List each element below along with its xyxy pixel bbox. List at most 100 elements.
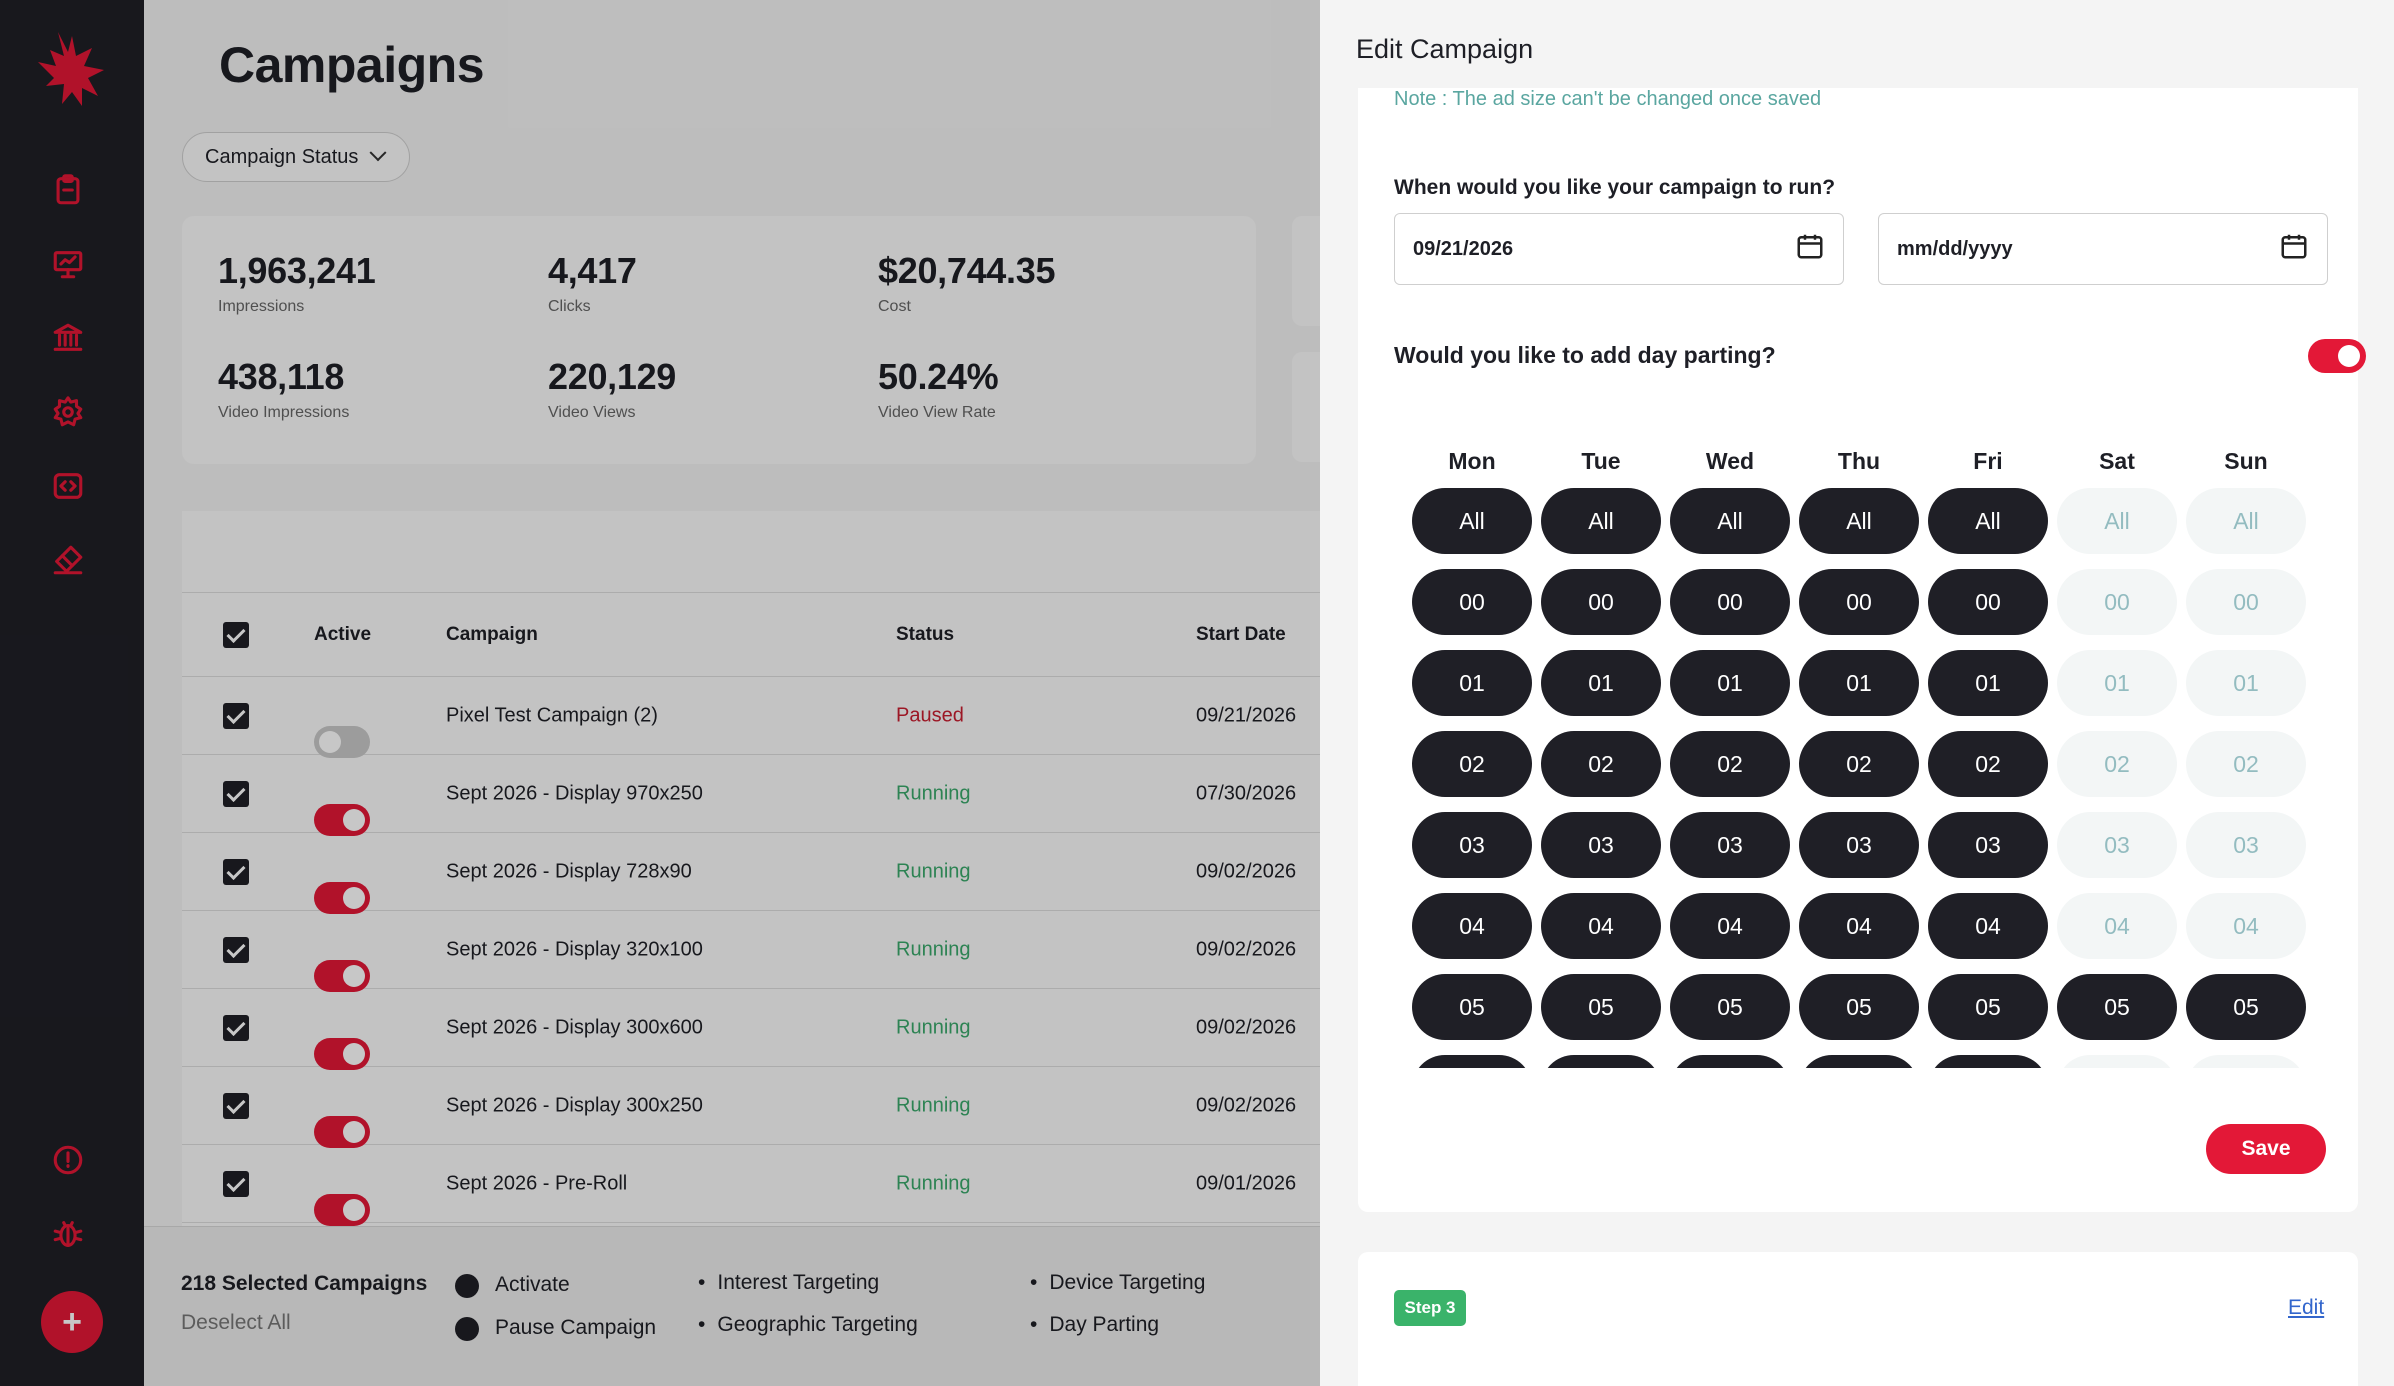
table-row[interactable]: Sept 2026 - Display 300x600 Running 09/02/… [182, 989, 1322, 1070]
hour-pill[interactable]: 05 [1412, 974, 1532, 1040]
header-start-date[interactable]: Start Date [1196, 623, 1286, 645]
active-toggle[interactable] [314, 725, 370, 758]
code-icon[interactable] [48, 466, 88, 506]
all-hours-pill[interactable]: All [1670, 488, 1790, 554]
campaign-name[interactable]: Sept 2026 - Display 320x100 [446, 938, 703, 960]
hour-pill[interactable]: 02 [1799, 731, 1919, 797]
hour-pill[interactable]: 03 [1541, 812, 1661, 878]
hour-pill[interactable]: 00 [1541, 569, 1661, 635]
pause-campaign-action[interactable]: Pause Campaign [495, 1316, 657, 1339]
hour-pill[interactable]: 06 [1670, 1055, 1790, 1068]
hour-pill[interactable]: 04 [2057, 893, 2177, 959]
hour-pill[interactable]: 02 [1541, 731, 1661, 797]
calendar-icon[interactable] [2279, 231, 2309, 267]
device-targeting-action[interactable]: Device Targeting [1030, 1271, 1205, 1295]
hour-pill[interactable]: 05 [2057, 974, 2177, 1040]
hour-pill[interactable]: 04 [1541, 893, 1661, 959]
hour-pill[interactable]: 01 [1670, 650, 1790, 716]
campaign-name[interactable]: Sept 2026 - Display 300x600 [446, 1016, 703, 1038]
hour-pill[interactable]: 06 [1928, 1055, 2048, 1068]
hour-pill[interactable]: 02 [1670, 731, 1790, 797]
bank-icon[interactable] [48, 318, 88, 358]
row-checkbox[interactable] [223, 1092, 249, 1119]
all-hours-pill[interactable]: All [1799, 488, 1919, 554]
hour-pill[interactable]: 02 [1928, 731, 2048, 797]
row-checkbox[interactable] [223, 780, 249, 807]
hour-pill[interactable]: 02 [1412, 731, 1532, 797]
active-toggle[interactable] [314, 803, 370, 836]
day-parting-action[interactable]: Day Parting [1030, 1313, 1159, 1337]
table-row[interactable]: Sept 2026 - Display 320x100 Running 09/02/… [182, 911, 1322, 992]
active-toggle[interactable] [314, 959, 370, 992]
hour-pill[interactable]: 02 [2186, 731, 2306, 797]
hour-pill[interactable]: 05 [1799, 974, 1919, 1040]
daypart-toggle[interactable] [2308, 339, 2366, 373]
all-hours-pill[interactable]: All [2057, 488, 2177, 554]
bug-icon[interactable] [48, 1214, 88, 1254]
hour-pill[interactable]: 05 [1670, 974, 1790, 1040]
hour-pill[interactable]: 01 [2057, 650, 2177, 716]
campaign-name[interactable]: Sept 2026 - Pre-Roll [446, 1172, 628, 1194]
row-checkbox[interactable] [223, 936, 249, 963]
hour-pill[interactable]: 03 [2186, 812, 2306, 878]
hour-pill[interactable]: 06 [1541, 1055, 1661, 1068]
header-active[interactable]: Active [314, 623, 372, 645]
active-toggle[interactable] [314, 881, 370, 914]
hour-pill[interactable]: 00 [1670, 569, 1790, 635]
active-toggle[interactable] [314, 1193, 370, 1226]
hour-pill[interactable]: 05 [1541, 974, 1661, 1040]
hour-pill[interactable]: 04 [1412, 893, 1532, 959]
hour-pill[interactable]: 01 [1541, 650, 1661, 716]
hour-pill[interactable]: 03 [1670, 812, 1790, 878]
hour-pill[interactable]: 01 [1412, 650, 1532, 716]
hour-pill[interactable]: 06 [1799, 1055, 1919, 1068]
save-button[interactable]: Save [2206, 1124, 2326, 1174]
table-row[interactable]: Sept 2026 - Display 970x250 Running 07/30/… [182, 755, 1322, 836]
row-checkbox[interactable] [223, 1170, 249, 1197]
interest-targeting-action[interactable]: Interest Targeting [698, 1271, 879, 1295]
clipboard-icon[interactable] [48, 170, 88, 210]
hour-pill[interactable]: 04 [1670, 893, 1790, 959]
hour-pill[interactable]: 06 [2186, 1055, 2306, 1068]
hour-pill[interactable]: 03 [1928, 812, 2048, 878]
hour-pill[interactable]: 00 [2057, 569, 2177, 635]
edit-step-link[interactable]: Edit [2288, 1296, 2325, 1319]
hour-pill[interactable]: 00 [2186, 569, 2306, 635]
table-row[interactable]: Sept 2026 - Display 728x90 Running 09/02/2… [182, 833, 1322, 914]
hour-pill[interactable]: 04 [1928, 893, 2048, 959]
eraser-icon[interactable] [48, 540, 88, 580]
hour-pill[interactable]: 05 [2186, 974, 2306, 1040]
campaign-name[interactable]: Sept 2026 - Display 300x250 [446, 1094, 703, 1116]
hour-pill[interactable]: 04 [2186, 893, 2306, 959]
all-hours-pill[interactable]: All [1412, 488, 1532, 554]
all-hours-pill[interactable]: All [1541, 488, 1661, 554]
hour-pill[interactable]: 02 [2057, 731, 2177, 797]
row-checkbox[interactable] [223, 702, 249, 729]
hour-pill[interactable]: 03 [2057, 812, 2177, 878]
start-date-input[interactable]: 09/21/2026 [1394, 213, 1844, 285]
table-row[interactable]: Sept 2026 - Display 300x250 Running 09/02/… [182, 1067, 1322, 1148]
row-checkbox[interactable] [223, 858, 249, 885]
active-toggle[interactable] [314, 1037, 370, 1070]
row-checkbox[interactable] [223, 1014, 249, 1041]
activate-action[interactable]: Activate [495, 1273, 570, 1296]
campaign-name[interactable]: Pixel Test Campaign (2) [446, 704, 658, 726]
hour-pill[interactable]: 03 [1412, 812, 1532, 878]
geographic-targeting-action[interactable]: Geographic Targeting [698, 1313, 917, 1337]
campaign-name[interactable]: Sept 2026 - Display 970x250 [446, 782, 703, 804]
all-hours-pill[interactable]: All [1928, 488, 2048, 554]
select-all-checkbox[interactable] [223, 621, 249, 648]
header-campaign[interactable]: Campaign [446, 623, 538, 645]
header-status[interactable]: Status [896, 623, 955, 645]
alert-icon[interactable] [48, 1140, 88, 1180]
hour-pill[interactable]: 04 [1799, 893, 1919, 959]
hour-pill[interactable]: 00 [1928, 569, 2048, 635]
campaign-name[interactable]: Sept 2026 - Display 728x90 [446, 860, 692, 882]
active-toggle[interactable] [314, 1115, 370, 1148]
hour-pill[interactable]: 00 [1799, 569, 1919, 635]
hour-pill[interactable]: 05 [1928, 974, 2048, 1040]
add-campaign-button[interactable]: + [41, 1291, 103, 1353]
end-date-input[interactable]: mm/dd/yyyy [1878, 213, 2328, 285]
hour-pill[interactable]: 03 [1799, 812, 1919, 878]
hour-pill[interactable]: 06 [2057, 1055, 2177, 1068]
